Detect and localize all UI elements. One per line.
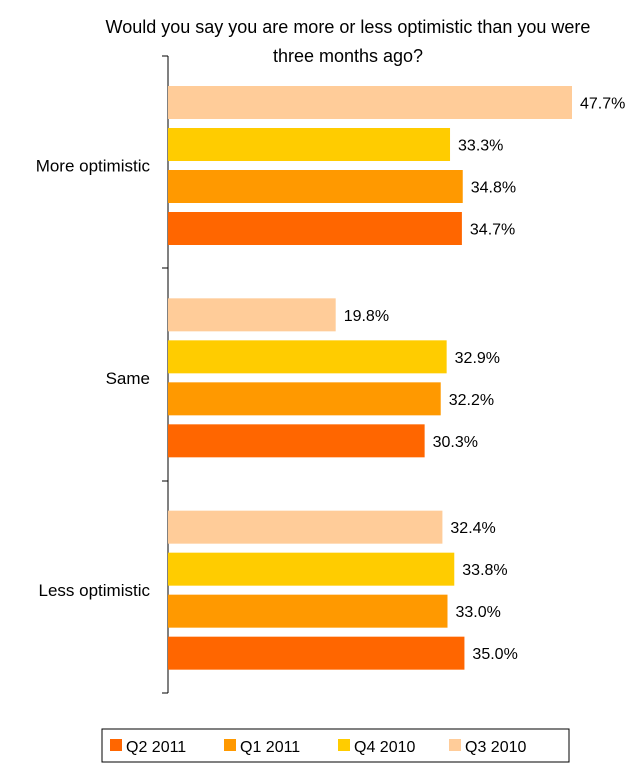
- bar-same-q1-2011: [168, 382, 441, 416]
- chart-title: Would you say you are more or less optim…: [106, 17, 591, 66]
- bar-more-optimistic-q2-2011: [168, 212, 462, 245]
- value-label: 33.8%: [462, 562, 507, 579]
- legend-label-q4-2010: Q4 2010: [354, 739, 415, 756]
- y-axis-ticks: [162, 55, 168, 694]
- chart-title-line-1: Would you say you are more or less optim…: [106, 17, 591, 37]
- bar-less-optimistic-q1-2011: [168, 594, 448, 628]
- chart-title-line-2: three months ago?: [273, 46, 423, 66]
- value-label: 33.0%: [455, 604, 500, 621]
- legend-swatch-q1-2011: [224, 739, 236, 751]
- value-label: 34.7%: [470, 222, 515, 239]
- legend-swatch-q4-2010: [338, 739, 350, 751]
- value-label: 32.9%: [455, 350, 500, 367]
- value-label: 19.8%: [344, 308, 389, 325]
- category-label-more-optimistic: More optimistic: [36, 157, 151, 176]
- bar-same-q3-2010: [168, 298, 336, 332]
- legend-swatch-q3-2010: [449, 739, 461, 751]
- bar-less-optimistic-q4-2010: [168, 552, 455, 586]
- bar-more-optimistic-q1-2011: [168, 170, 463, 203]
- legend-label-q2-2011: Q2 2011: [126, 739, 186, 756]
- value-label: 30.3%: [433, 434, 478, 451]
- value-label: 33.3%: [458, 138, 503, 155]
- bar-more-optimistic-q3-2010: [168, 86, 572, 119]
- bar-same-q2-2011: [168, 424, 425, 458]
- legend-label-q3-2010: Q3 2010: [465, 739, 526, 756]
- value-label: 32.2%: [449, 392, 494, 409]
- bar-more-optimistic-q4-2010: [168, 128, 451, 161]
- value-label: 47.7%: [580, 96, 625, 113]
- legend-box: [101, 728, 570, 763]
- value-label: 34.8%: [471, 180, 516, 197]
- category-label-less-optimistic: Less optimistic: [39, 581, 151, 600]
- legend-label-q1-2011: Q1 2011: [240, 739, 300, 756]
- legend-swatch-q2-2011: [110, 739, 122, 751]
- bar-less-optimistic-q3-2010: [168, 510, 443, 544]
- legend: Q2 2011 Q1 2011 Q4 2010 Q3 2010: [101, 728, 570, 763]
- value-label: 35.0%: [472, 646, 517, 663]
- bar-same-q4-2010: [168, 340, 447, 374]
- value-label: 32.4%: [450, 520, 495, 537]
- bars: [168, 86, 572, 670]
- category-label-same: Same: [106, 369, 150, 388]
- bar-less-optimistic-q2-2011: [168, 636, 465, 670]
- category-labels: More optimistic Same Less optimistic: [36, 157, 151, 601]
- value-labels: 47.7% 33.3% 34.8% 34.7% 19.8% 32.9% 32.2% 30.3%…: [344, 96, 626, 664]
